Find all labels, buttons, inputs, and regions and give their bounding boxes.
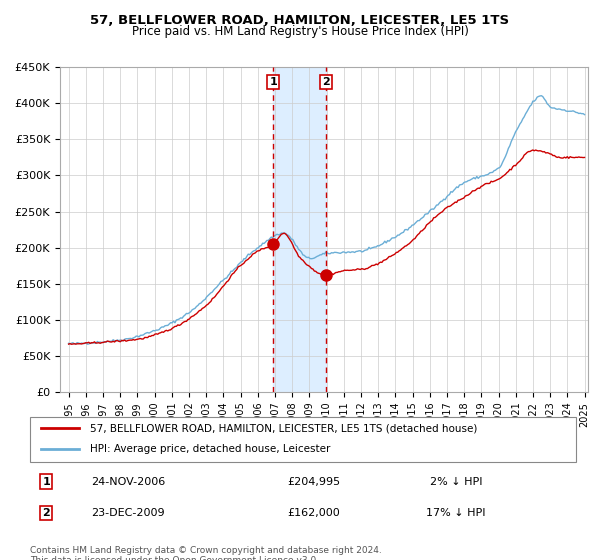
Text: 2% ↓ HPI: 2% ↓ HPI bbox=[430, 477, 482, 487]
Text: £162,000: £162,000 bbox=[287, 508, 340, 518]
Text: HPI: Average price, detached house, Leicester: HPI: Average price, detached house, Leic… bbox=[90, 445, 331, 455]
Text: £204,995: £204,995 bbox=[287, 477, 340, 487]
Text: Contains HM Land Registry data © Crown copyright and database right 2024.
This d: Contains HM Land Registry data © Crown c… bbox=[30, 546, 382, 560]
Text: Price paid vs. HM Land Registry's House Price Index (HPI): Price paid vs. HM Land Registry's House … bbox=[131, 25, 469, 38]
Text: 1: 1 bbox=[43, 477, 50, 487]
Text: 1: 1 bbox=[269, 77, 277, 87]
Bar bbox=[273, 67, 326, 392]
Text: 2: 2 bbox=[43, 508, 50, 518]
Text: 23-DEC-2009: 23-DEC-2009 bbox=[91, 508, 165, 518]
Text: 17% ↓ HPI: 17% ↓ HPI bbox=[426, 508, 485, 518]
Text: 57, BELLFLOWER ROAD, HAMILTON, LEICESTER, LE5 1TS (detached house): 57, BELLFLOWER ROAD, HAMILTON, LEICESTER… bbox=[90, 423, 478, 433]
Text: 2: 2 bbox=[322, 77, 330, 87]
Text: 57, BELLFLOWER ROAD, HAMILTON, LEICESTER, LE5 1TS: 57, BELLFLOWER ROAD, HAMILTON, LEICESTER… bbox=[91, 14, 509, 27]
FancyBboxPatch shape bbox=[30, 417, 576, 462]
Text: 24-NOV-2006: 24-NOV-2006 bbox=[91, 477, 166, 487]
